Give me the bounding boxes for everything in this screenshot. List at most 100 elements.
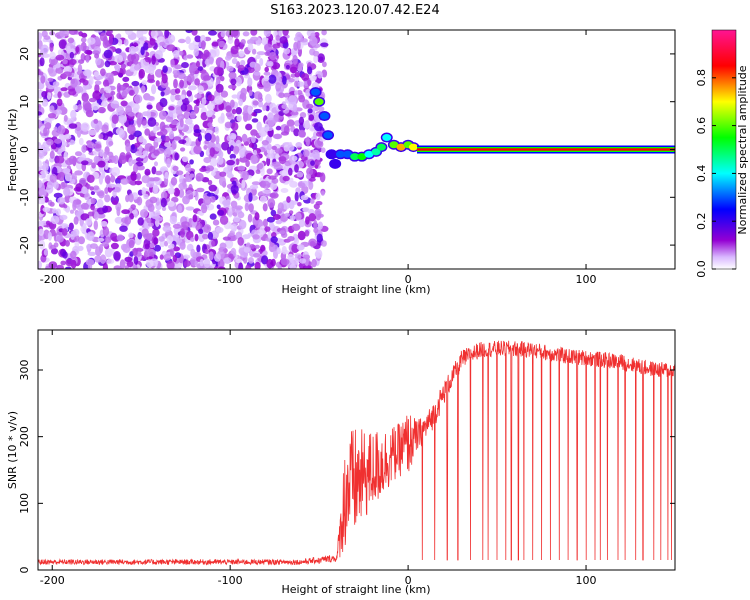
noise-blob: [136, 172, 142, 181]
noise-blob: [75, 183, 83, 192]
noise-blob: [111, 114, 119, 124]
noise-blob: [124, 256, 133, 263]
noise-blob: [96, 75, 104, 80]
noise-blob: [306, 167, 314, 176]
noise-blob: [249, 244, 256, 249]
noise-blob: [78, 137, 84, 146]
noise-blob: [252, 253, 261, 258]
noise-blob: [129, 89, 135, 96]
noise-blob: [277, 264, 282, 269]
noise-blob: [301, 73, 310, 81]
noise-blob: [141, 80, 148, 85]
noise-blob: [222, 236, 231, 241]
noise-blob: [218, 150, 224, 159]
noise-blob: [111, 166, 120, 177]
noise-blob: [321, 240, 327, 247]
noise-blob: [118, 155, 127, 165]
noise-blob: [60, 181, 66, 190]
noise-blob: [204, 248, 209, 255]
noise-blob: [56, 109, 62, 115]
noise-blob: [110, 174, 116, 183]
noise-blob: [180, 94, 186, 100]
noise-blob: [81, 186, 88, 195]
noise-blob: [225, 111, 233, 118]
noise-blob: [68, 30, 78, 35]
noise-blob: [67, 37, 75, 44]
noise-blob: [106, 258, 115, 264]
noise-blob: [47, 77, 54, 82]
noise-blob: [174, 64, 183, 70]
noise-blob: [148, 222, 154, 227]
noise-blob: [102, 38, 109, 49]
noise-blob: [51, 248, 58, 255]
noise-blob: [265, 105, 270, 112]
noise-blob: [304, 230, 310, 237]
noise-blob: [174, 88, 181, 94]
noise-blob: [248, 257, 254, 264]
noise-blob: [240, 87, 247, 97]
noise-blob: [101, 100, 108, 107]
noise-blob: [308, 177, 316, 182]
noise-blob: [241, 133, 248, 143]
noise-blob: [72, 230, 77, 237]
noise-blob: [286, 196, 291, 203]
noise-blob: [169, 243, 175, 249]
noise-blob: [45, 220, 51, 226]
noise-blob: [241, 179, 246, 189]
noise-blob: [68, 222, 74, 231]
noise-blob: [43, 127, 48, 137]
noise-blob: [205, 165, 214, 172]
noise-blob: [62, 251, 68, 259]
noise-blob: [102, 226, 110, 237]
noise-blob: [221, 141, 230, 151]
noise-blob: [269, 52, 277, 61]
noise-blob: [199, 167, 207, 172]
noise-blob: [159, 254, 164, 260]
noise-blob: [209, 196, 216, 203]
noise-blob: [276, 247, 281, 255]
noise-blob: [63, 187, 71, 197]
noise-blob: [270, 236, 278, 244]
noise-blob: [271, 161, 281, 167]
noise-blob: [194, 190, 199, 201]
noise-blob: [188, 194, 194, 200]
noise-blob: [50, 215, 60, 225]
x-tick-label: 0: [405, 574, 412, 587]
noise-blob: [90, 191, 95, 195]
noise-blob: [248, 142, 255, 148]
signal-point: [319, 112, 329, 120]
noise-blob: [73, 216, 79, 225]
noise-blob: [247, 105, 253, 115]
noise-blob: [80, 122, 90, 132]
noise-blob: [206, 110, 213, 118]
noise-blob: [217, 156, 224, 165]
noise-blob: [239, 43, 244, 50]
noise-blob: [321, 30, 327, 36]
noise-blob: [64, 172, 72, 182]
noise-blob: [264, 43, 273, 52]
noise-blob: [319, 172, 326, 183]
noise-blob: [175, 170, 184, 176]
noise-blob: [154, 68, 164, 78]
noise-blob: [238, 262, 244, 269]
noise-blob: [259, 180, 267, 188]
noise-blob: [219, 242, 227, 250]
noise-blob: [184, 118, 193, 125]
noise-blob: [250, 30, 258, 36]
noise-blob: [164, 141, 172, 148]
x-tick-label: 100: [576, 574, 597, 587]
noise-blob: [320, 147, 326, 153]
noise-blob: [220, 76, 225, 82]
noise-blob: [158, 110, 167, 120]
noise-blob: [38, 160, 42, 169]
noise-blob: [289, 263, 297, 269]
noise-blob: [118, 84, 127, 91]
noise-blob: [306, 103, 314, 109]
noise-blob: [209, 213, 217, 220]
noise-blob: [294, 164, 299, 173]
noise-blob: [233, 145, 240, 155]
noise-blob: [200, 53, 208, 60]
noise-blob: [183, 76, 191, 81]
noise-blob: [40, 194, 46, 205]
